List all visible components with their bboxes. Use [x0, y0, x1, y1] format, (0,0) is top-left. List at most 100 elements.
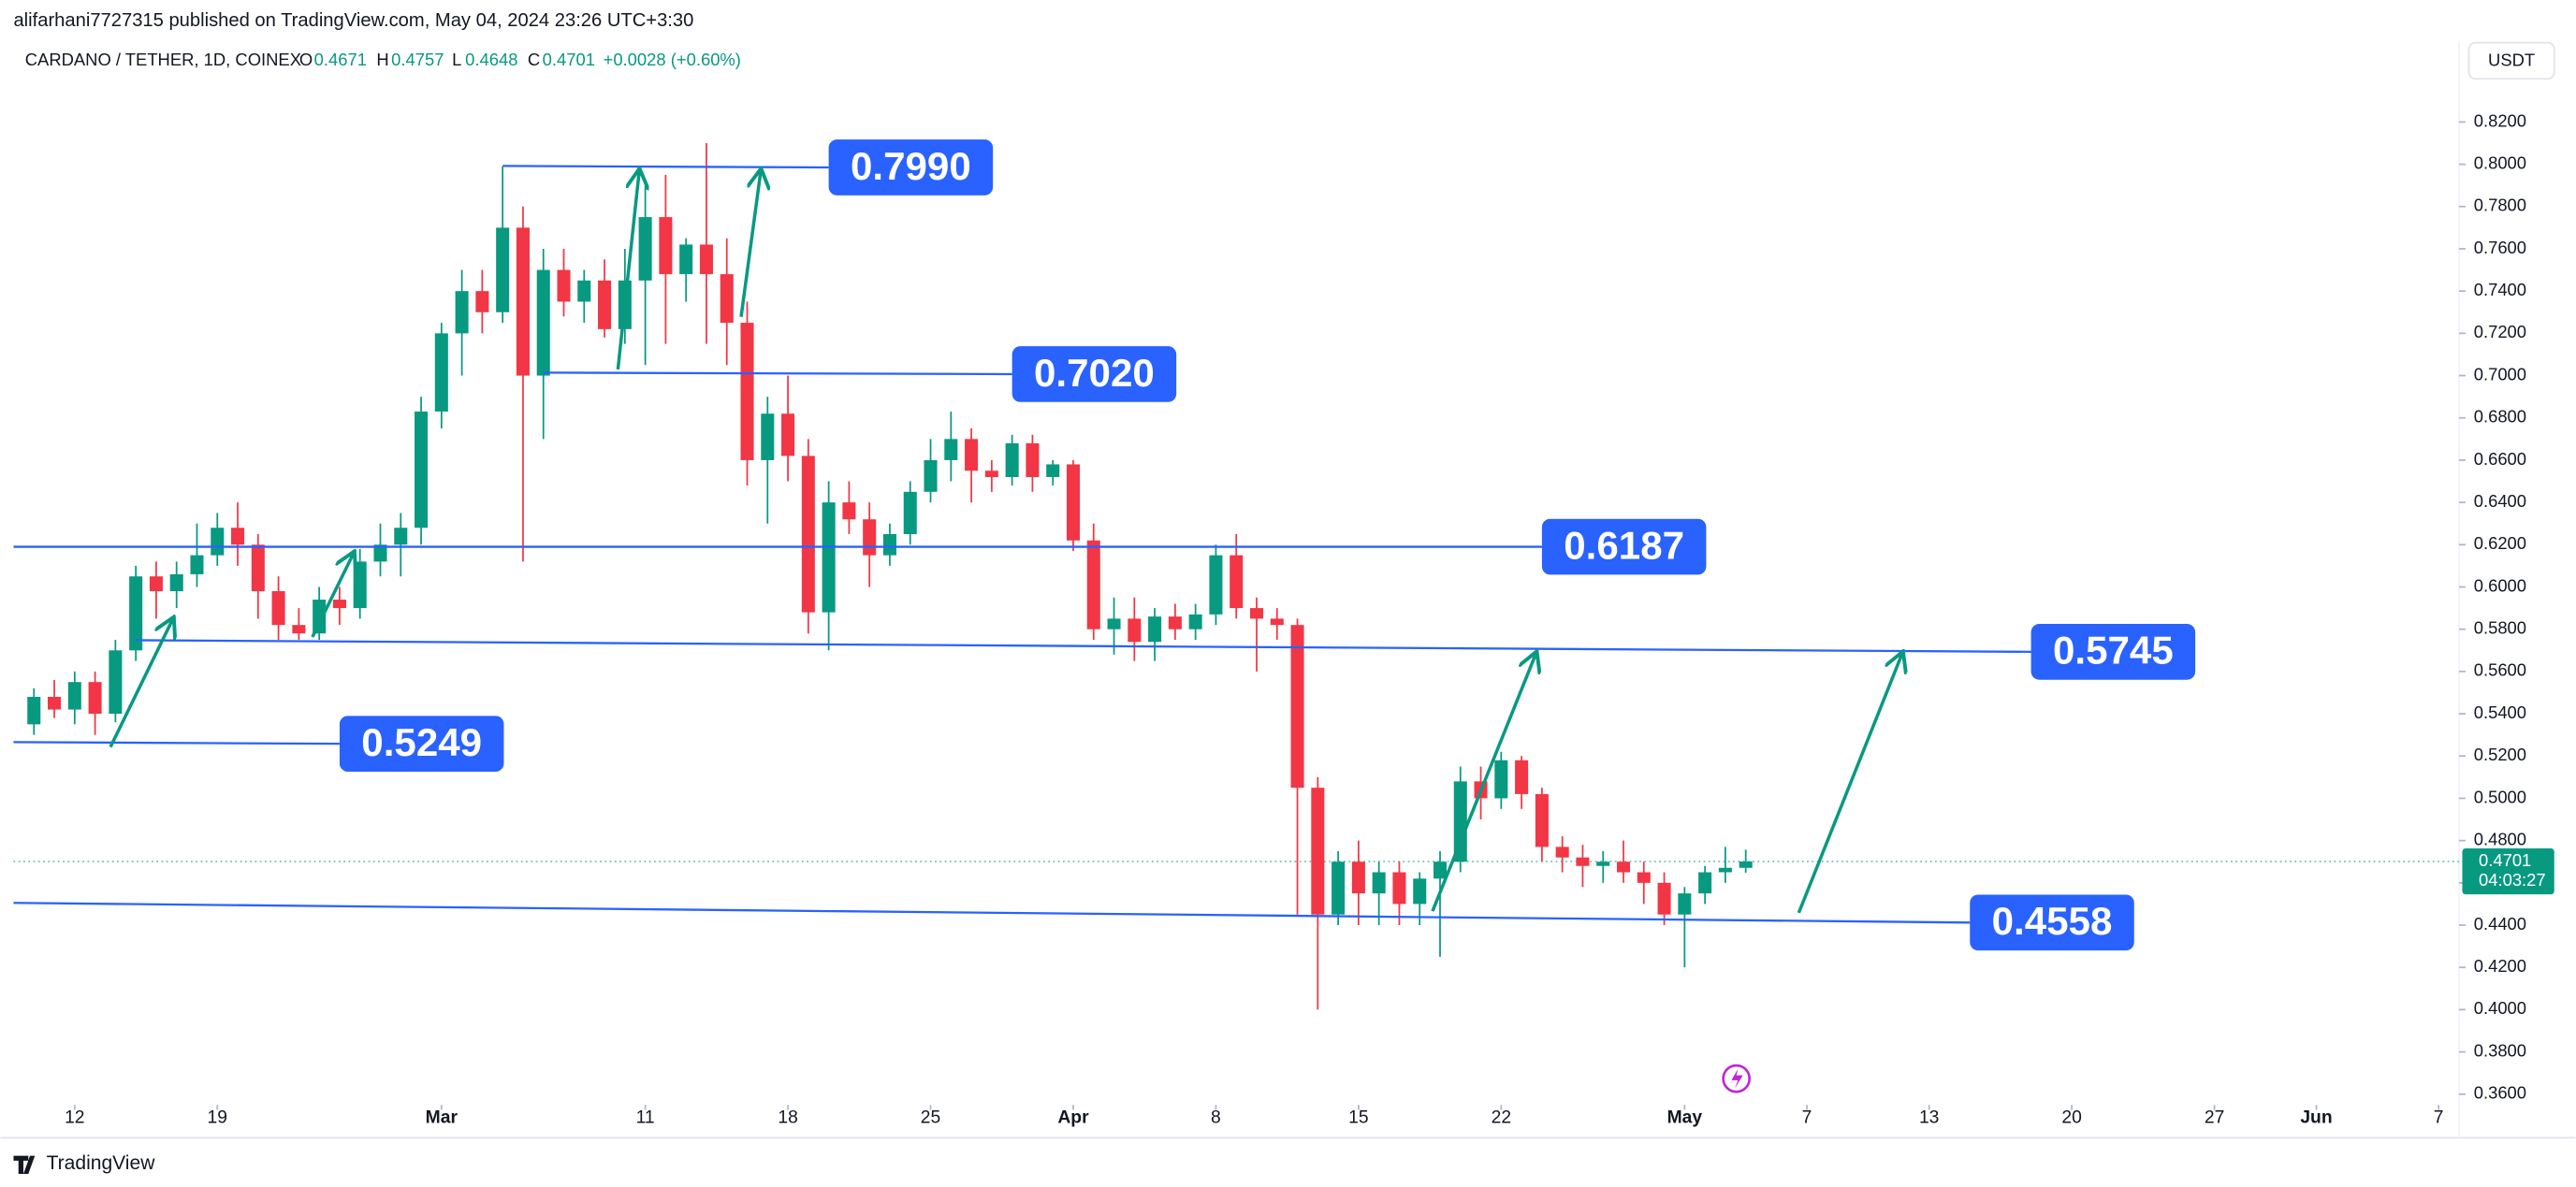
candle-body [1086, 540, 1100, 630]
logo-mark [13, 1155, 36, 1174]
candle-body [903, 491, 917, 535]
candle-body [332, 600, 346, 609]
candle-body [109, 650, 123, 715]
level-label-box [828, 139, 994, 195]
candle-body [1535, 793, 1549, 847]
candle-body [373, 544, 387, 562]
level-label: 0.7020 [1034, 351, 1155, 395]
x-tick-label: Mar [426, 1107, 458, 1127]
level-label-box [2030, 624, 2196, 680]
x-tick-label: 15 [1348, 1107, 1368, 1127]
y-tick-label: 0.4000 [2474, 998, 2526, 1018]
candle-body [1637, 872, 1651, 883]
x-tick-label: May [1667, 1107, 1703, 1127]
ohlc-value: 0.4701 [543, 50, 595, 69]
y-tick-label: 0.4400 [2474, 914, 2526, 934]
y-tick-label: 0.5200 [2474, 745, 2526, 764]
candle-body [1718, 867, 1732, 873]
event-bolt[interactable] [1731, 1068, 1743, 1089]
x-tick-label: Jun [2300, 1107, 2332, 1127]
candle-body [1616, 861, 1631, 873]
ohlc-key: C [528, 50, 540, 69]
candle-body [1433, 861, 1448, 879]
legend: CARDANO / TETHER, 1D, COINEX O 0.4671 H … [25, 50, 741, 69]
candle-body [353, 561, 367, 609]
candle-body [924, 459, 938, 492]
candle-body [822, 502, 836, 613]
y-tick-label: 0.6600 [2474, 449, 2526, 469]
level-label: 0.5745 [2053, 629, 2174, 673]
candle-body [965, 439, 979, 471]
y-tick-label: 0.6200 [2474, 533, 2526, 553]
x-tick-label: 18 [778, 1107, 797, 1127]
ohlc-key: O [299, 50, 313, 69]
x-tick-label: 22 [1492, 1107, 1511, 1127]
x-tick-label: 7 [2434, 1107, 2444, 1127]
ohlc-key: H [376, 50, 388, 69]
candle-body [231, 528, 245, 545]
candle-body [1046, 464, 1060, 478]
candle-body [1332, 861, 1346, 915]
candle-body [1576, 857, 1590, 866]
level-label: 0.5249 [361, 720, 482, 764]
candle-body [944, 439, 958, 460]
y-tick-label: 0.5600 [2474, 660, 2526, 680]
level-line [136, 639, 2031, 654]
candle-body [1311, 788, 1325, 915]
candle-body [271, 591, 285, 626]
candle-body [1107, 618, 1121, 630]
candle-body [863, 519, 877, 556]
currency-box[interactable] [2467, 41, 2555, 80]
candle-body [984, 470, 998, 478]
candle-body [129, 576, 143, 651]
x-tick-label: 11 [636, 1107, 655, 1127]
candle-body [1515, 760, 1529, 794]
y-tick-label: 0.5000 [2474, 787, 2526, 806]
candle-body [557, 269, 571, 302]
candle-body [67, 682, 81, 710]
candle-body [781, 413, 795, 456]
level-line [13, 741, 340, 745]
x-tick-label: 27 [2205, 1107, 2224, 1127]
y-tick-label: 0.5800 [2474, 618, 2526, 638]
candle-body [1698, 872, 1712, 894]
candle-body [149, 576, 163, 592]
ohlc-value: 0.4671 [314, 50, 367, 69]
candle-body [801, 456, 815, 613]
candle-body [475, 291, 489, 312]
candle-body [1392, 872, 1406, 905]
candle-body [516, 227, 530, 376]
x-tick-label: 20 [2061, 1107, 2081, 1127]
candle-body [1188, 614, 1202, 630]
y-tick-label: 0.3600 [2474, 1083, 2526, 1103]
currency[interactable]: USDT [2488, 51, 2535, 70]
y-tick-label: 0.3800 [2474, 1040, 2526, 1060]
plot: 0.36000.38000.40000.42000.44000.46000.48… [13, 110, 2554, 1127]
candle-body [1413, 878, 1427, 905]
candle-body [1739, 861, 1753, 868]
y-tick-label: 0.7800 [2474, 195, 2526, 215]
candle-body [598, 280, 612, 329]
level-label: 0.4558 [1992, 899, 2113, 943]
symbol: CARDANO / TETHER, 1D, COINEX [25, 50, 301, 69]
candle-body [27, 696, 41, 725]
brand: TradingView [47, 1152, 156, 1174]
ohlc-key: L [452, 50, 461, 69]
y-tick-label: 0.4200 [2474, 956, 2526, 976]
arrows [109, 171, 1902, 914]
x-tick-label: 25 [921, 1107, 940, 1127]
event-icon[interactable] [1722, 1064, 1752, 1093]
candle-body [699, 244, 713, 275]
candle-body [577, 280, 591, 302]
last-price-label: 0.4701 [2479, 850, 2531, 870]
y-tick-label: 0.7400 [2474, 280, 2526, 299]
candle-body [1453, 781, 1467, 862]
candle-body [1494, 760, 1508, 799]
change: +0.0028 (+0.60%) [604, 50, 741, 69]
candle-body [313, 600, 327, 634]
candle-body [251, 544, 265, 592]
arrow [109, 619, 173, 748]
candle-body [455, 291, 469, 334]
y-tick-label: 0.7600 [2474, 238, 2526, 257]
x-tick-label: 13 [1919, 1107, 1939, 1127]
